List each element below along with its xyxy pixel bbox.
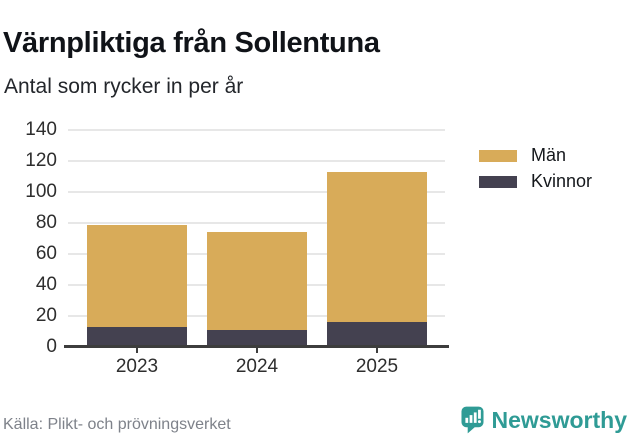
gridline <box>68 160 445 162</box>
x-axis-tick-label: 2024 <box>235 356 279 377</box>
y-axis-tick-label: 60 <box>35 243 57 264</box>
legend-item-Män: Män <box>479 144 592 167</box>
legend-swatch-Män <box>479 149 517 162</box>
gridline <box>68 129 445 131</box>
bar-segment-2025-Kvinnor <box>327 322 427 347</box>
bar-segment-2025-Män <box>327 171 427 323</box>
bar-segment-2024-Män <box>207 232 307 330</box>
x-axis-line <box>64 345 449 348</box>
x-axis-tick <box>136 347 138 353</box>
legend-item-Kvinnor: Kvinnor <box>479 170 592 193</box>
legend-swatch-Kvinnor <box>479 175 517 188</box>
bar-segment-2024-Kvinnor <box>207 329 307 347</box>
y-axis-tick-label: 20 <box>35 305 57 326</box>
chart-legend: Män Kvinnor <box>479 144 592 193</box>
y-axis-tick-label: 140 <box>25 119 57 140</box>
gridline <box>68 222 445 224</box>
brand-lockup: Newsworthy <box>460 404 627 436</box>
legend-label: Män <box>531 145 567 165</box>
legend-label: Kvinnor <box>531 171 593 191</box>
y-axis-tick-label: 80 <box>35 212 57 233</box>
chart-subtitle: Antal som rycker in per år <box>4 75 244 98</box>
source-note: Källa: Plikt- och prövningsverket <box>3 416 231 433</box>
x-axis-tick-label: 2023 <box>115 356 159 377</box>
y-axis-tick-label: 100 <box>25 181 57 202</box>
y-axis-tick-label: 40 <box>35 274 57 295</box>
x-axis-tick <box>376 347 378 353</box>
x-axis-tick <box>256 347 258 353</box>
y-axis-tick-label: 0 <box>46 336 57 357</box>
y-axis-tick-label: 120 <box>25 150 57 171</box>
bar-segment-2023-Män <box>87 224 187 327</box>
x-axis-tick-label: 2025 <box>355 356 399 377</box>
gridline <box>68 191 445 193</box>
bar-segment-2023-Kvinnor <box>87 326 187 347</box>
chart-title: Värnpliktiga från Sollentuna <box>3 27 380 60</box>
newsworthy-logo-icon <box>460 406 484 434</box>
brand-name: Newsworthy <box>491 407 627 433</box>
